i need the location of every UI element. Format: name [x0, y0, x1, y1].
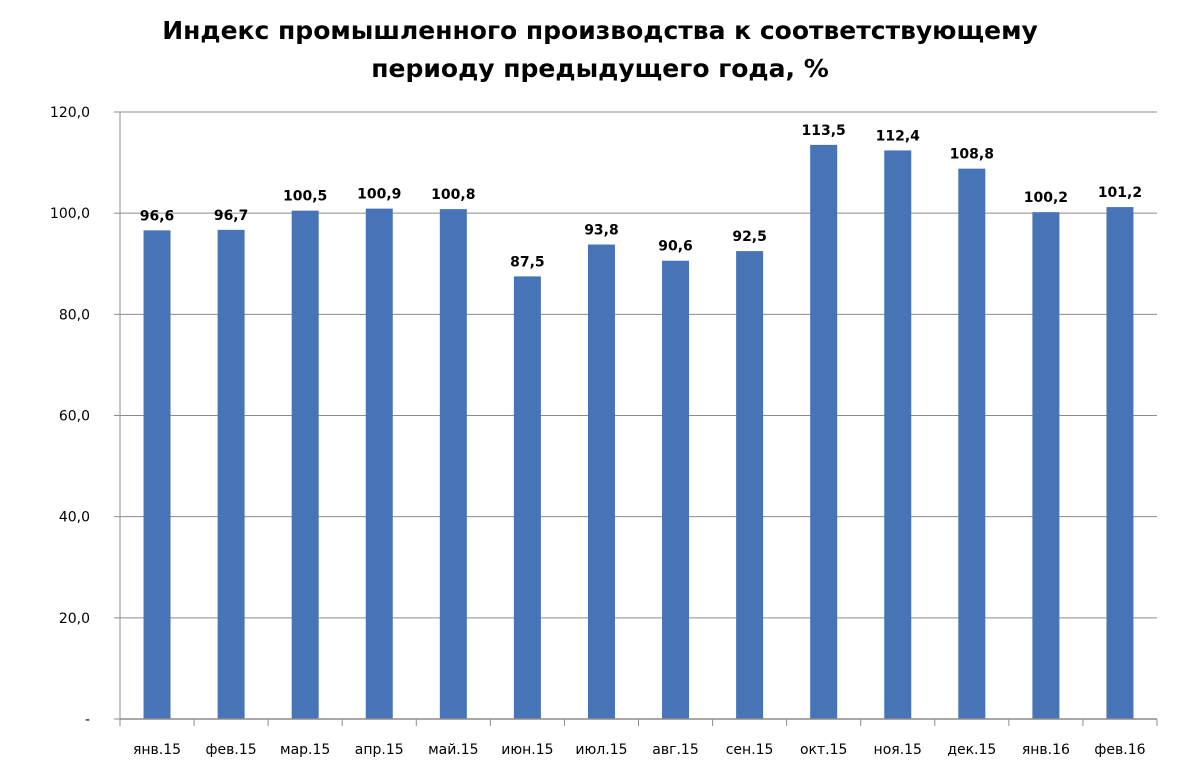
- bar-фев.16: [1106, 207, 1134, 719]
- data-label: 100,2: [1024, 190, 1068, 206]
- data-label: 87,5: [510, 254, 545, 270]
- x-tick-label: дек.15: [947, 742, 996, 758]
- y-tick-label: -: [85, 712, 90, 728]
- bar-окт.15: [810, 144, 838, 720]
- y-tick-label: 20,0: [59, 611, 90, 627]
- data-label: 112,4: [876, 128, 921, 144]
- bar-мар.15: [291, 210, 319, 719]
- x-tick-label: май.15: [428, 742, 479, 758]
- chart-title: Индекс промышленного производства к соот…: [0, 12, 1200, 88]
- x-tick-label: июл.15: [575, 742, 627, 758]
- bar-июн.15: [513, 276, 541, 719]
- chart-title-line-2: периоду предыдущего года, %: [371, 54, 829, 83]
- bar-авг.15: [662, 260, 690, 719]
- bar-фев.15: [217, 229, 245, 719]
- y-tick-label: 120,0: [50, 105, 90, 121]
- x-tick-label: апр.15: [355, 742, 404, 758]
- data-label: 90,6: [658, 239, 693, 255]
- bar-дек.15: [958, 168, 986, 720]
- bar-янв.16: [1032, 212, 1060, 719]
- bar-июл.15: [587, 244, 615, 720]
- data-label: 93,8: [584, 223, 619, 239]
- y-tick-label: 40,0: [59, 510, 90, 526]
- bar-апр.15: [365, 208, 393, 719]
- data-label: 100,5: [283, 189, 327, 205]
- data-label: 108,8: [950, 147, 994, 163]
- data-label: 96,6: [140, 208, 175, 224]
- x-tick-label: янв.15: [133, 742, 181, 758]
- x-tick-label: сен.15: [726, 742, 774, 758]
- x-tick-label: фев.16: [1094, 742, 1145, 758]
- data-label: 92,5: [732, 229, 767, 245]
- bar-ноя.15: [884, 150, 912, 719]
- x-tick-label: мар.15: [280, 742, 330, 758]
- x-tick-label: окт.15: [800, 742, 847, 758]
- data-label: 100,8: [431, 187, 475, 203]
- bar-май.15: [439, 209, 467, 719]
- data-label: 101,2: [1098, 185, 1142, 201]
- bar-янв.15: [143, 230, 171, 720]
- x-tick-label: ноя.15: [874, 742, 922, 758]
- chart-title-line-1: Индекс промышленного производства к соот…: [162, 16, 1038, 45]
- x-tick-label: фев.15: [206, 742, 257, 758]
- x-tick-label: янв.16: [1022, 742, 1070, 758]
- x-tick-label: авг.15: [652, 742, 698, 758]
- y-tick-label: 60,0: [59, 409, 90, 425]
- data-label: 113,5: [802, 123, 846, 139]
- data-label: 96,7: [214, 208, 249, 224]
- y-tick-label: 100,0: [50, 206, 90, 222]
- y-tick-label: 80,0: [59, 307, 90, 323]
- data-label: 100,9: [357, 187, 401, 203]
- x-tick-label: июн.15: [501, 742, 553, 758]
- bar-сен.15: [736, 251, 764, 719]
